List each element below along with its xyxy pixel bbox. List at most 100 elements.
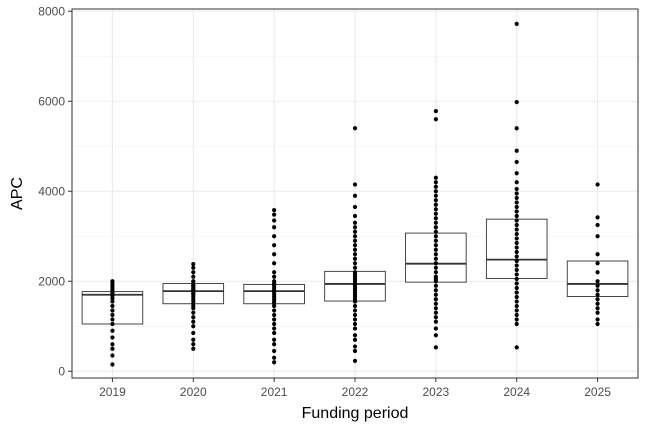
data-point-2025	[595, 215, 600, 220]
data-point-2020	[191, 270, 196, 275]
data-point-2025	[595, 252, 600, 257]
data-point-2023	[433, 283, 438, 288]
data-point-2019	[110, 328, 115, 333]
data-point-2024	[514, 204, 519, 210]
data-point-2023	[433, 333, 438, 338]
data-point-2023	[433, 207, 438, 212]
data-point-2020	[191, 324, 196, 329]
data-point-2023	[433, 310, 438, 315]
data-point-2024	[514, 231, 519, 237]
data-point-2023	[433, 288, 438, 293]
x-tick-label: 2023	[423, 385, 450, 399]
data-point-2023	[433, 274, 438, 279]
data-point-2023	[433, 211, 438, 216]
data-point-2025	[595, 279, 600, 284]
data-point-2022	[352, 243, 358, 248]
data-point-2024	[514, 213, 519, 219]
data-point-2024	[514, 267, 519, 273]
data-point-2020	[191, 279, 196, 284]
y-tick-label: 2000	[38, 274, 65, 288]
data-point-2021	[272, 312, 277, 318]
data-point-2022	[352, 303, 358, 309]
data-point-2023	[433, 198, 438, 203]
data-point-2023	[433, 216, 438, 221]
data-point-2022	[352, 213, 358, 219]
data-point-2024	[514, 303, 519, 309]
data-point-2019	[110, 346, 115, 351]
data-point-2024	[514, 263, 519, 268]
data-point-2023	[433, 315, 438, 320]
data-point-2024	[514, 218, 519, 223]
data-point-2023	[433, 193, 438, 198]
x-axis-ticks: 2019 2020 2021 2022 2023 2024 2025	[99, 378, 611, 399]
data-point-2022	[352, 344, 358, 349]
data-point-2024	[514, 249, 519, 255]
data-point-2023	[433, 326, 438, 331]
data-point-2023	[433, 252, 438, 257]
data-point-2024	[514, 245, 519, 250]
data-point-2024	[514, 317, 519, 322]
x-tick-label: 2025	[584, 385, 611, 399]
data-point-2024	[514, 100, 519, 105]
data-point-2024	[514, 285, 519, 291]
data-point-2022	[352, 308, 358, 313]
data-point-2023	[433, 297, 438, 302]
data-point-2024	[514, 254, 519, 259]
data-point-2019	[110, 353, 115, 358]
data-point-2024	[514, 159, 519, 165]
data-point-2024	[514, 312, 519, 318]
y-tick-label: 8000	[38, 4, 65, 18]
data-point-2024	[514, 276, 519, 282]
data-point-2021	[272, 342, 277, 347]
data-point-2023	[433, 301, 438, 306]
data-point-2022	[352, 220, 358, 225]
data-point-2025	[595, 270, 600, 275]
data-point-2024	[514, 290, 519, 295]
data-point-2020	[191, 342, 196, 347]
data-point-2024	[514, 191, 519, 196]
data-point-2023	[433, 117, 438, 122]
data-point-2024	[514, 299, 519, 304]
data-point-2023	[433, 229, 438, 234]
data-point-2024	[514, 240, 519, 246]
data-point-2022	[352, 234, 358, 239]
data-point-2019	[110, 303, 115, 309]
data-point-2021	[272, 225, 277, 230]
y-tick-label: 4000	[38, 184, 65, 198]
data-point-2019	[110, 312, 115, 318]
data-point-2023	[433, 247, 438, 252]
data-point-2023	[433, 345, 438, 350]
data-point-2020	[191, 274, 196, 279]
data-point-2021	[272, 212, 277, 217]
data-point-2021	[272, 348, 277, 354]
data-point-2024	[514, 258, 519, 264]
data-point-2022	[352, 126, 358, 131]
data-points	[110, 21, 600, 367]
data-point-2024	[514, 186, 519, 192]
data-point-2021	[272, 308, 277, 313]
data-point-2022	[352, 326, 358, 331]
data-point-2023	[433, 189, 438, 194]
data-point-2023	[433, 319, 438, 324]
data-point-2025	[595, 261, 600, 266]
y-axis-ticks: 0 2000 4000 6000 8000	[38, 4, 72, 378]
data-point-2023	[433, 234, 438, 239]
data-point-2021	[272, 337, 277, 342]
data-point-2020	[191, 262, 196, 267]
data-point-2024	[514, 21, 519, 26]
data-point-2021	[272, 208, 277, 213]
data-point-2025	[595, 182, 600, 187]
data-point-2020	[191, 346, 196, 351]
data-point-2023	[433, 238, 438, 243]
data-point-2022	[352, 229, 358, 234]
data-point-2020	[191, 315, 196, 320]
data-point-2022	[352, 261, 358, 266]
data-point-2024	[514, 180, 519, 185]
data-point-2023	[433, 220, 438, 225]
data-point-2024	[514, 222, 519, 228]
data-point-2020	[191, 310, 196, 315]
data-point-2025	[595, 301, 600, 306]
data-point-2021	[272, 355, 277, 360]
data-point-2022	[352, 238, 358, 243]
